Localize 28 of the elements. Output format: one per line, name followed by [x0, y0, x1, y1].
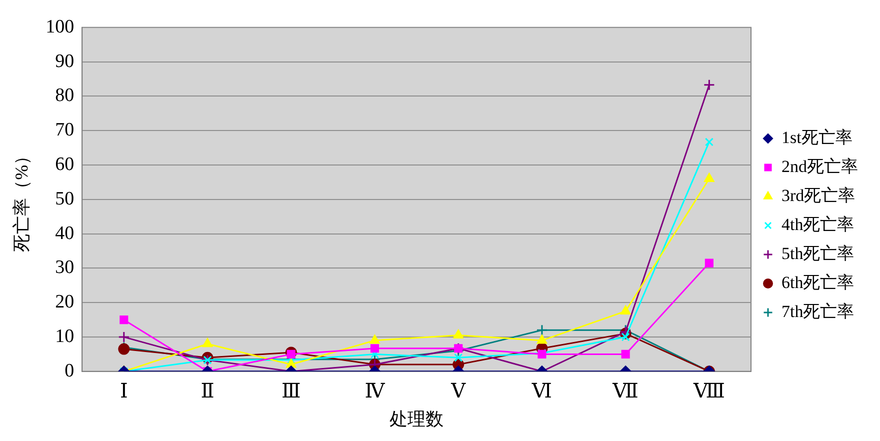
- y-tick-label: 90: [55, 50, 74, 72]
- y-tick-label: 100: [46, 16, 74, 38]
- y-tick-label: 0: [64, 360, 74, 382]
- legend-label: 6th死亡率: [782, 272, 854, 292]
- y-axis-title: 死亡率（%）: [12, 146, 32, 252]
- x-tick-label: Ⅱ: [200, 380, 214, 403]
- y-tick-label: 50: [55, 188, 74, 210]
- legend-label: 3rd死亡率: [782, 186, 856, 205]
- y-tick-label: 30: [55, 257, 74, 278]
- x-tick-label: Ⅴ: [450, 380, 466, 403]
- legend-label: 7th死亡率: [782, 302, 854, 321]
- y-tick-label: 70: [55, 120, 74, 141]
- legend-label: 4th死亡率: [782, 214, 854, 234]
- y-tick-label: 40: [55, 222, 74, 244]
- x-tick-label: Ⅲ: [281, 380, 301, 403]
- x-tick-label: Ⅵ: [530, 380, 552, 403]
- x-tick-label: Ⅷ: [692, 380, 725, 403]
- legend-label: 1st死亡率: [782, 128, 852, 147]
- y-tick-label: 80: [55, 85, 74, 106]
- legend-label: 5th死亡率: [782, 244, 854, 263]
- x-axis-title: 处理数: [390, 408, 444, 429]
- y-tick-label: 20: [55, 292, 74, 313]
- x-tick-label: Ⅳ: [364, 380, 386, 403]
- x-tick-label: Ⅶ: [612, 380, 638, 403]
- x-tick-label: Ⅰ: [120, 380, 128, 403]
- y-tick-label: 60: [55, 154, 74, 175]
- y-tick-label: 10: [55, 326, 74, 347]
- legend-label: 2nd死亡率: [782, 156, 858, 176]
